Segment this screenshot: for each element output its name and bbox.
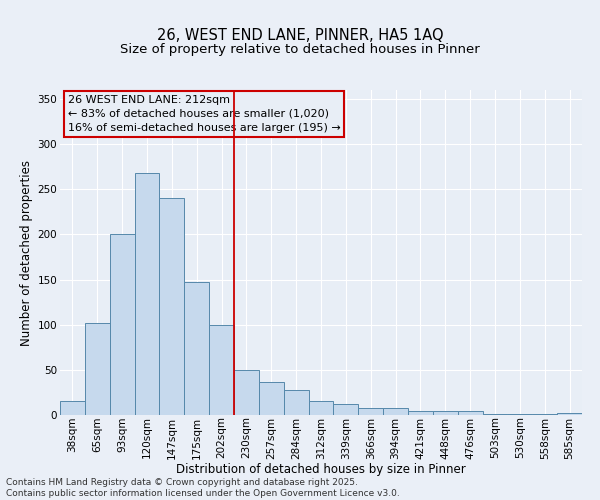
Bar [557, 413, 582, 415]
Bar [110, 234, 134, 415]
Bar [383, 408, 408, 415]
Text: Size of property relative to detached houses in Pinner: Size of property relative to detached ho… [120, 42, 480, 56]
Text: 26, WEST END LANE, PINNER, HA5 1AQ: 26, WEST END LANE, PINNER, HA5 1AQ [157, 28, 443, 42]
Bar [160, 198, 184, 415]
Bar [433, 412, 458, 415]
Bar [259, 382, 284, 415]
Bar [284, 390, 308, 415]
Bar [334, 404, 358, 415]
Bar [60, 402, 85, 415]
Y-axis label: Number of detached properties: Number of detached properties [20, 160, 34, 346]
Bar [134, 173, 160, 415]
Text: 26 WEST END LANE: 212sqm
← 83% of detached houses are smaller (1,020)
16% of sem: 26 WEST END LANE: 212sqm ← 83% of detach… [68, 95, 341, 133]
Bar [234, 370, 259, 415]
Bar [308, 402, 334, 415]
Bar [408, 412, 433, 415]
Bar [358, 408, 383, 415]
Bar [508, 414, 532, 415]
Bar [532, 414, 557, 415]
Text: Contains HM Land Registry data © Crown copyright and database right 2025.
Contai: Contains HM Land Registry data © Crown c… [6, 478, 400, 498]
Bar [209, 324, 234, 415]
X-axis label: Distribution of detached houses by size in Pinner: Distribution of detached houses by size … [176, 462, 466, 475]
Bar [184, 282, 209, 415]
Bar [482, 414, 508, 415]
Bar [458, 412, 482, 415]
Bar [85, 323, 110, 415]
